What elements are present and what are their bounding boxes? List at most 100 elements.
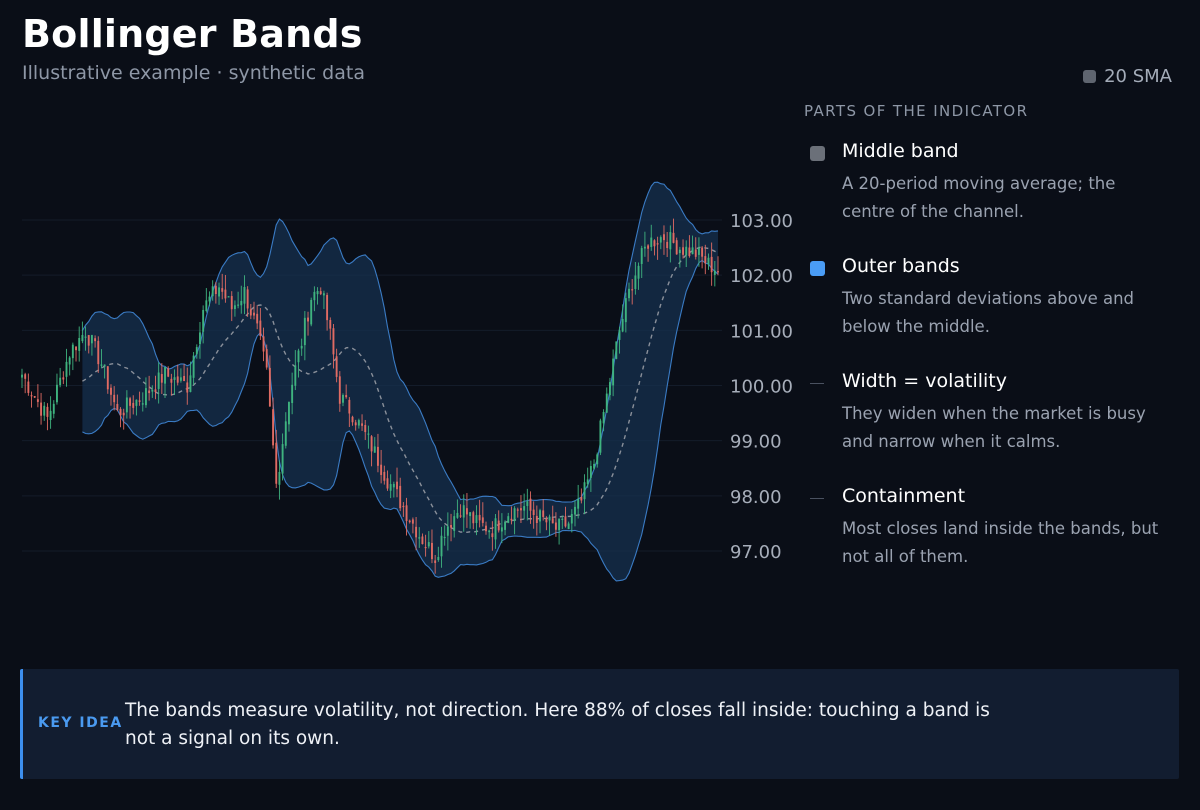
candle-body: [478, 514, 481, 521]
candle-body: [535, 515, 538, 524]
candle-body: [389, 484, 392, 491]
candle-body: [701, 247, 704, 257]
candle-body: [214, 285, 217, 294]
candle-body: [456, 512, 459, 518]
candle-body: [548, 516, 551, 521]
candle-body: [329, 319, 332, 329]
candle-body: [24, 374, 27, 379]
candle-body: [443, 536, 446, 539]
candle-body: [87, 335, 90, 346]
candle-body: [596, 454, 599, 465]
candle-body: [640, 248, 643, 264]
candle-body: [21, 374, 23, 378]
candle-body: [138, 400, 141, 402]
candle-body: [386, 478, 389, 489]
candle-body: [208, 296, 211, 302]
candle-body: [272, 409, 275, 446]
candle-body: [122, 412, 125, 416]
candle-body: [618, 330, 621, 340]
candle-body: [485, 525, 487, 532]
candle-body: [221, 288, 224, 292]
candle-body: [513, 508, 516, 521]
candle-body: [373, 446, 376, 453]
candle-body: [281, 444, 284, 474]
candle-body: [68, 357, 71, 365]
candle-body: [697, 247, 700, 255]
candle-body: [567, 523, 570, 530]
candle-body: [411, 519, 414, 524]
middle-band-marker: [810, 146, 825, 161]
candle-body: [199, 332, 201, 345]
candle-body: [475, 515, 478, 524]
candle-body: [97, 340, 100, 365]
candle-body: [599, 420, 602, 453]
candle-body: [75, 346, 77, 351]
candle-body: [554, 522, 557, 530]
candle-body: [249, 309, 252, 316]
candle-body: [440, 535, 443, 557]
candle-body: [30, 395, 33, 397]
candle-body: [446, 526, 449, 536]
candle-body: [688, 247, 691, 257]
candle-body: [113, 394, 116, 403]
candle-body: [265, 349, 268, 368]
candle-body: [116, 403, 119, 410]
middle-band: [82, 246, 719, 534]
candle-body: [666, 241, 669, 248]
candle-body: [647, 245, 650, 249]
candle-body: [465, 508, 468, 515]
outer-bands-marker: [810, 261, 825, 276]
panel-heading: PARTS OF THE INDICATOR: [804, 102, 1029, 120]
candle-body: [100, 364, 103, 366]
candle-body: [192, 355, 195, 378]
candle-body: [415, 526, 418, 538]
candle-body: [132, 402, 135, 408]
candle-body: [580, 497, 583, 501]
candle-body: [634, 275, 637, 290]
candle-body: [59, 377, 62, 386]
candle-body: [176, 376, 179, 383]
part-outer-bands: Outer bands Two standard deviations abov…: [804, 255, 1164, 370]
candle-body: [160, 374, 163, 383]
candle-body: [43, 405, 46, 416]
candle-body: [297, 350, 300, 363]
candle-body: [469, 512, 472, 517]
candle-body: [577, 498, 580, 509]
candle-body: [558, 518, 561, 531]
candle-body: [313, 291, 316, 301]
candle-body: [472, 512, 475, 524]
candle-body: [364, 425, 367, 433]
lower-band: [82, 259, 719, 582]
legend-swatch: [1083, 70, 1097, 83]
candle-body: [348, 399, 351, 414]
part-containment: Containment Most closes land inside the …: [804, 485, 1164, 600]
candle-body: [656, 243, 659, 245]
candle-body: [602, 412, 605, 424]
candle-body: [224, 289, 227, 299]
candle-body: [27, 381, 30, 393]
candle-body: [612, 358, 615, 386]
part-title: Outer bands: [842, 255, 960, 277]
sma-line: [82, 246, 719, 534]
candle-body: [434, 560, 437, 563]
bollinger-band: [81, 181, 719, 582]
candle-body: [589, 466, 592, 478]
candle-body: [529, 498, 532, 511]
candle-body: [357, 420, 360, 426]
candle-body: [342, 395, 344, 403]
candle-body: [141, 403, 144, 405]
candle-body: [418, 537, 421, 539]
part-title: Containment: [842, 485, 966, 507]
candle-body: [551, 518, 554, 524]
part-desc: Two standard deviations above and below …: [842, 289, 1135, 336]
candle-body: [135, 399, 138, 406]
candle-body: [545, 518, 548, 523]
candle-body: [310, 299, 313, 325]
candle-body: [628, 288, 630, 299]
candle-body: [574, 506, 576, 515]
candle-body: [36, 399, 39, 402]
legend-label: 20 SMA: [1104, 66, 1172, 87]
candle-body: [33, 396, 36, 398]
candle-body: [523, 506, 526, 511]
candle-body: [211, 286, 214, 297]
